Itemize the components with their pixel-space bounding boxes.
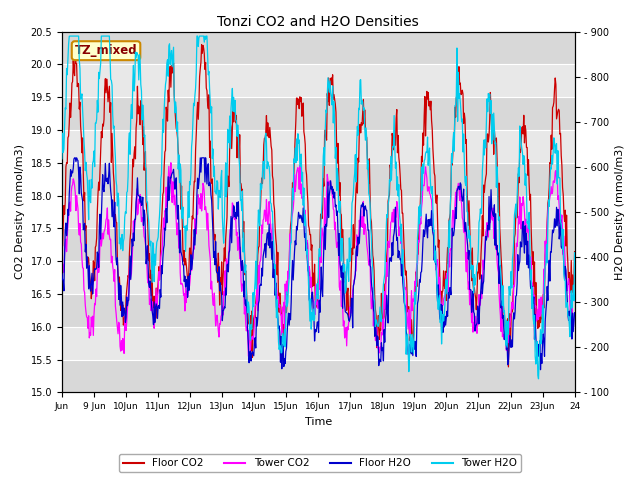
Bar <box>62 64 575 97</box>
Bar <box>62 97 575 130</box>
Bar <box>62 163 575 195</box>
Bar <box>62 228 575 261</box>
Bar <box>62 195 575 228</box>
Title: Tonzi CO2 and H2O Densities: Tonzi CO2 and H2O Densities <box>218 15 419 29</box>
Legend: Floor CO2, Tower CO2, Floor H2O, Tower H2O: Floor CO2, Tower CO2, Floor H2O, Tower H… <box>119 454 521 472</box>
Bar <box>62 294 575 327</box>
Bar <box>62 360 575 392</box>
Bar <box>62 130 575 163</box>
Y-axis label: H2O Density (mmol/m3): H2O Density (mmol/m3) <box>615 144 625 280</box>
Y-axis label: CO2 Density (mmol/m3): CO2 Density (mmol/m3) <box>15 144 25 279</box>
Bar <box>62 327 575 360</box>
Text: TZ_mixed: TZ_mixed <box>75 44 138 57</box>
Bar <box>62 261 575 294</box>
Bar <box>62 32 575 64</box>
X-axis label: Time: Time <box>305 417 332 427</box>
